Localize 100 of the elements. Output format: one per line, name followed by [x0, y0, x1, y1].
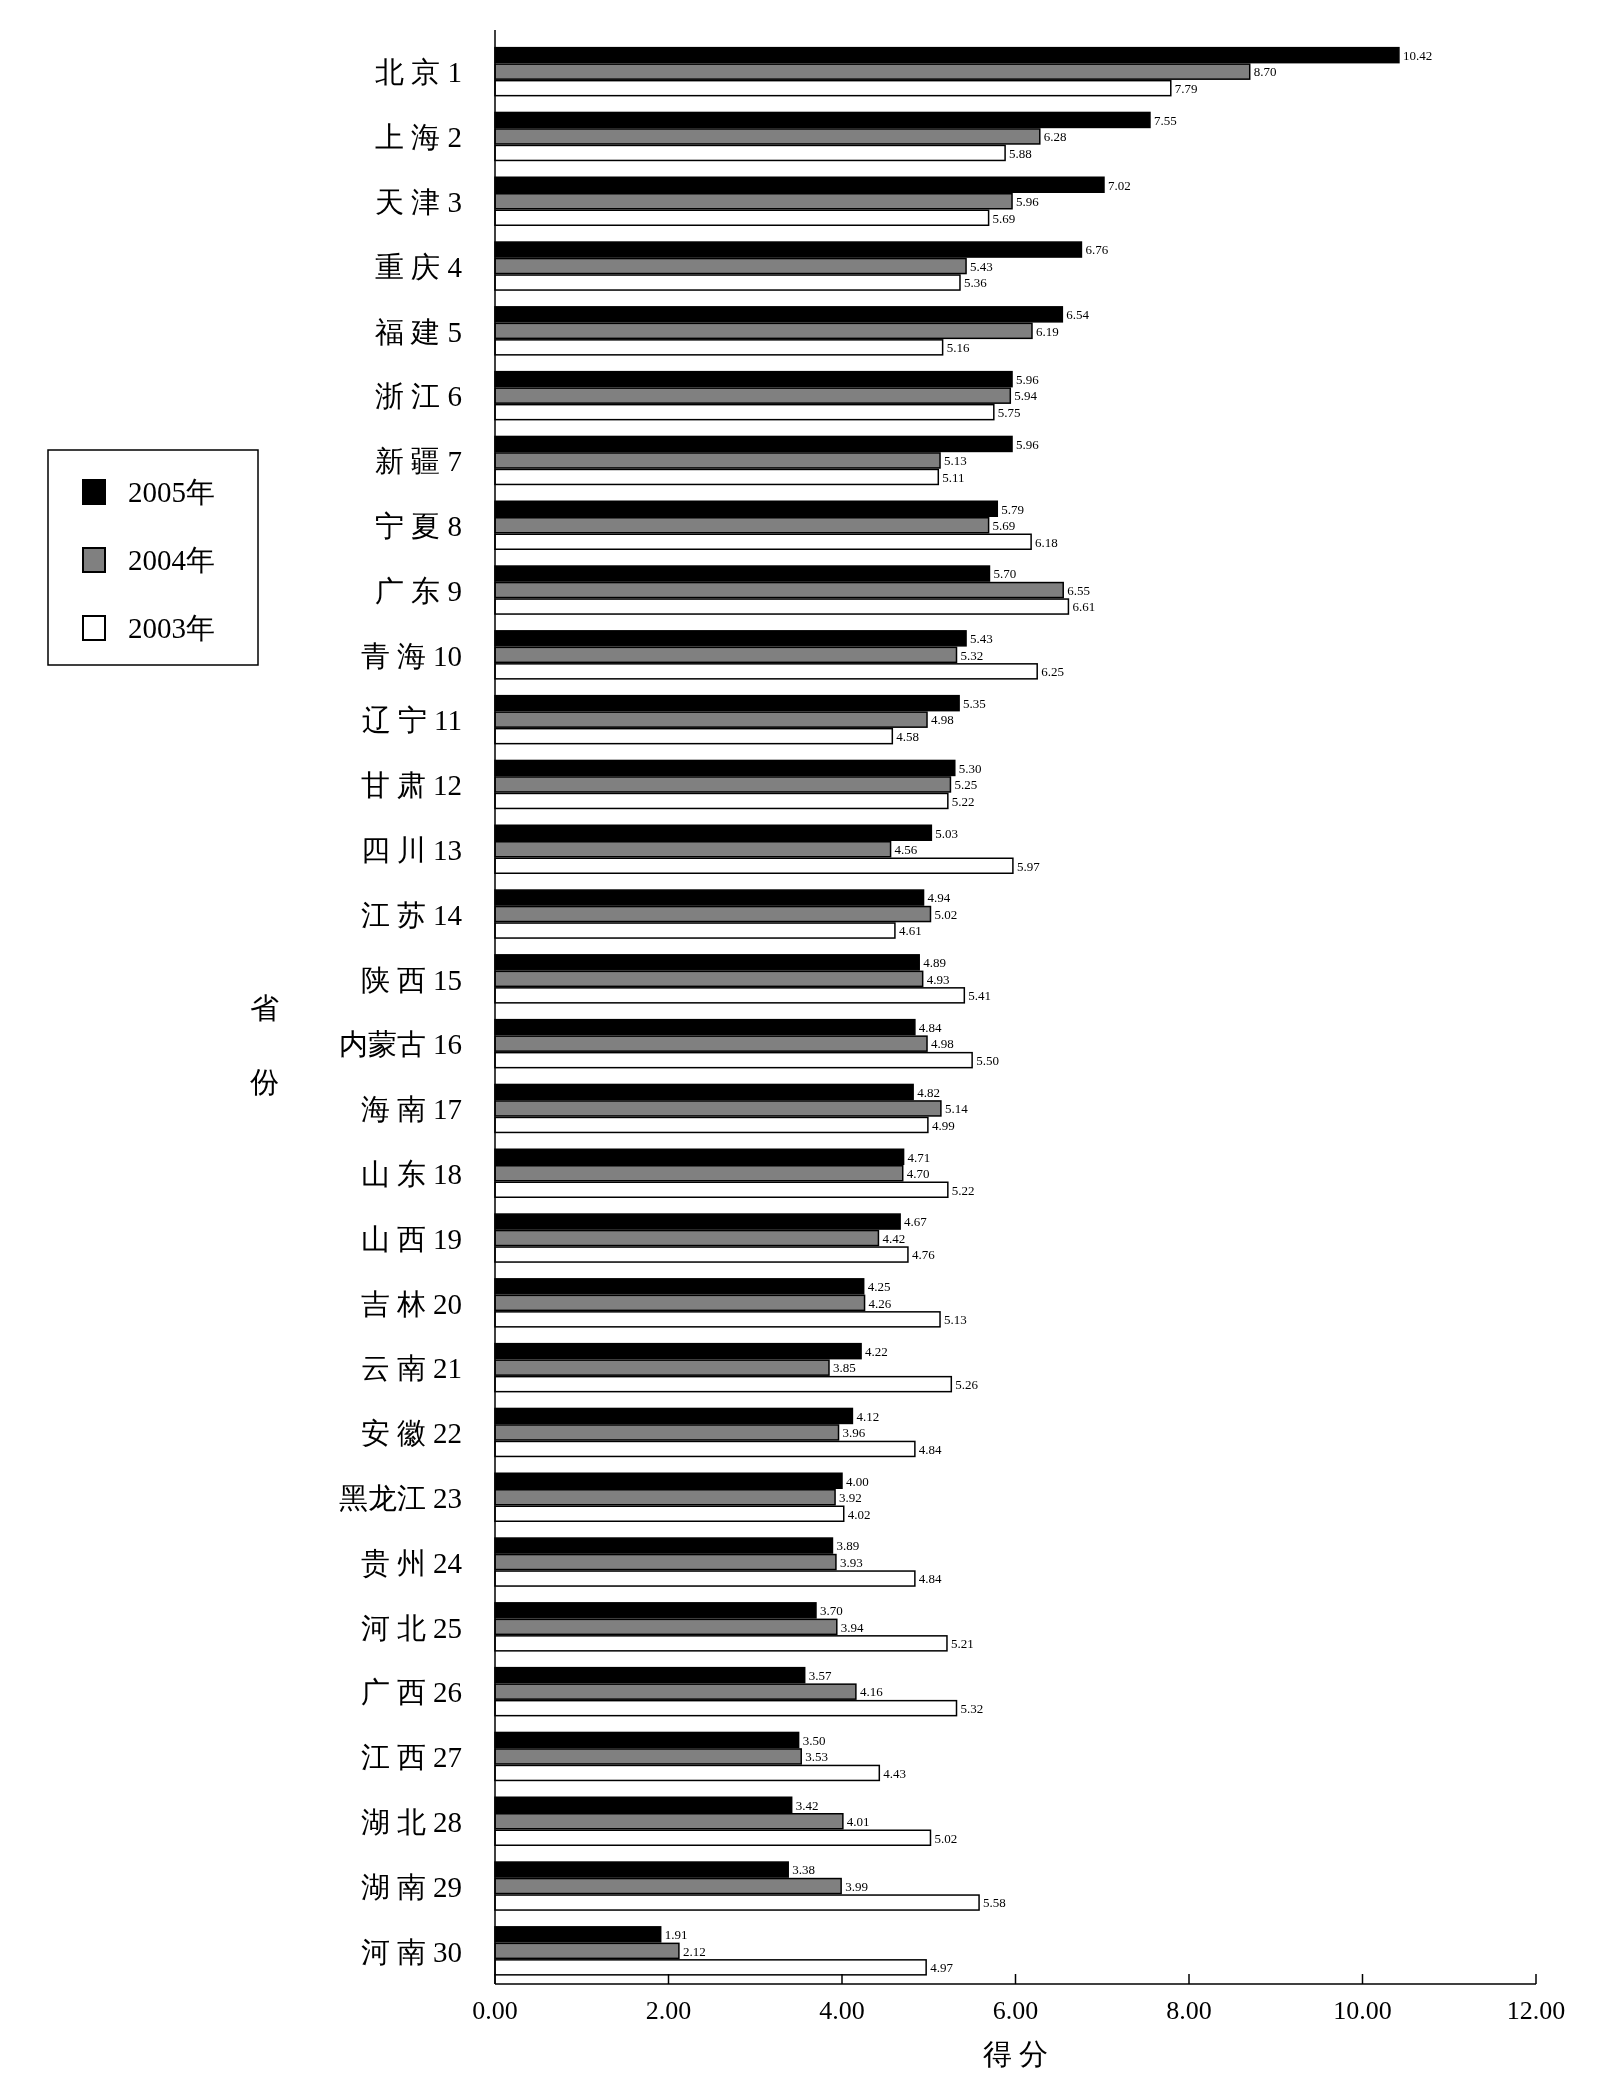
- data-label: 6.61: [1072, 599, 1096, 615]
- legend-label: 2003年: [128, 612, 215, 644]
- data-label: 3.38: [792, 1862, 815, 1878]
- data-label: 5.43: [970, 631, 993, 647]
- data-label: 6.55: [1067, 582, 1090, 598]
- data-label: 5.96: [1016, 371, 1040, 387]
- y-tick-label: 吉 林 20: [360, 1287, 462, 1320]
- data-label: 4.00: [846, 1473, 869, 1489]
- data-label: 5.02: [934, 1830, 958, 1846]
- data-label: 3.57: [808, 1667, 832, 1683]
- data-label: 3.99: [845, 1878, 868, 1894]
- y-tick-label: 江 西 27: [360, 1741, 462, 1774]
- data-label: 5.50: [976, 1052, 999, 1068]
- data-label: 5.32: [960, 647, 984, 663]
- data-label: 5.96: [1016, 436, 1040, 452]
- data-label: 3.85: [832, 1360, 856, 1376]
- data-label: 3.70: [819, 1603, 843, 1619]
- y-tick-label: 重 庆 4: [375, 250, 463, 283]
- data-label: 1.91: [664, 1927, 688, 1943]
- x-tick-label: 10.00: [1333, 1996, 1392, 2025]
- data-label: 3.42: [795, 1797, 819, 1813]
- legend-label: 2005年: [128, 476, 215, 508]
- data-label: 4.97: [930, 1960, 954, 1976]
- data-label: 4.42: [882, 1230, 906, 1246]
- data-label: 5.36: [963, 275, 988, 291]
- x-tick-label: 6.00: [992, 1996, 1039, 2025]
- data-label: 5.70: [993, 566, 1017, 582]
- data-label: 6.19: [1035, 323, 1059, 339]
- y-tick-label: 广 西 26: [360, 1676, 462, 1709]
- data-label: 5.58: [983, 1895, 1006, 1911]
- data-label: 5.32: [960, 1700, 984, 1716]
- y-tick-label: 河 北 25: [360, 1611, 462, 1644]
- x-tick-label: 4.00: [819, 1996, 865, 2025]
- data-label: 5.14: [944, 1101, 969, 1117]
- x-tick-label: 12.00: [1506, 1996, 1566, 2025]
- y-tick-label: 云 南 21: [360, 1352, 462, 1385]
- data-label: 5.21: [950, 1636, 974, 1652]
- data-label: 4.98: [931, 712, 954, 728]
- data-label: 5.02: [934, 906, 958, 922]
- data-label: 5.79: [1001, 501, 1025, 517]
- y-tick-label: 湖 南 29: [360, 1870, 462, 1903]
- data-label: 5.35: [963, 695, 986, 711]
- data-label: 8.70: [1253, 64, 1277, 80]
- data-label: 4.67: [904, 1214, 928, 1230]
- y-tick-label: 江 苏 14: [360, 898, 463, 931]
- data-label: 3.53: [805, 1749, 828, 1765]
- data-label: 4.56: [894, 842, 918, 857]
- y-tick-label: 四 川 13: [360, 834, 462, 866]
- data-label: 7.55: [1153, 112, 1177, 128]
- data-label: 4.84: [918, 1441, 943, 1457]
- data-label: 5.26: [955, 1376, 979, 1392]
- y-tick-label: 福 建 5: [375, 315, 462, 348]
- y-tick-label: 河 南 30: [360, 1935, 462, 1968]
- data-label: 4.82: [917, 1084, 940, 1100]
- data-label: 5.96: [1016, 194, 1040, 209]
- data-label: 4.16: [859, 1684, 884, 1700]
- data-label: 4.58: [896, 728, 920, 744]
- data-label: 10.42: [1402, 47, 1433, 63]
- data-label: 5.69: [992, 210, 1016, 226]
- x-tick-label: 2.00: [645, 1996, 692, 2025]
- y-tick-label: 新 疆 7: [375, 445, 462, 478]
- data-label: 4.84: [918, 1571, 943, 1587]
- data-label: 3.89: [836, 1538, 860, 1554]
- y-tick-label: 青 海 10: [360, 639, 462, 672]
- data-label: 2.12: [682, 1943, 706, 1959]
- data-label: 5.30: [958, 760, 982, 776]
- data-label: 7.79: [1174, 80, 1198, 96]
- data-label: 5.97: [1016, 858, 1041, 874]
- data-label: 4.89: [923, 955, 946, 971]
- data-label: 4.22: [865, 1343, 888, 1359]
- data-label: 3.92: [839, 1490, 862, 1505]
- data-label: 4.61: [898, 923, 922, 939]
- data-label: 3.96: [842, 1425, 866, 1441]
- y-tick-label: 安 徽 22: [360, 1417, 462, 1450]
- x-tick-label: 8.00: [1166, 1996, 1212, 2025]
- y-tick-label: 甘 肃 12: [360, 769, 462, 802]
- data-label: 6.76: [1085, 242, 1109, 258]
- data-label: 4.43: [883, 1765, 907, 1781]
- y-tick-label: 上 海 2: [375, 121, 462, 154]
- data-label: 6.28: [1043, 129, 1067, 145]
- data-label: 6.25: [1041, 664, 1064, 680]
- y-tick-label: 山 西 19: [360, 1222, 462, 1255]
- data-label: 4.71: [907, 1149, 931, 1165]
- data-label: 4.25: [867, 1279, 891, 1295]
- data-label: 4.02: [847, 1506, 871, 1522]
- data-label: 4.26: [868, 1295, 892, 1311]
- data-label: 5.41: [968, 988, 992, 1004]
- data-label: 3.93: [839, 1554, 863, 1570]
- data-label: 5.03: [935, 825, 959, 841]
- y-tick-label: 湖 北 28: [360, 1806, 462, 1838]
- y-tick-label: 广 东 9: [375, 574, 462, 607]
- data-label: 5.88: [1009, 145, 1032, 161]
- y-tick-label: 内蒙古 16: [338, 1028, 462, 1061]
- data-label: 4.12: [856, 1408, 880, 1424]
- data-label: 3.50: [802, 1732, 826, 1748]
- y-tick-label: 宁 夏 8: [375, 510, 462, 542]
- data-label: 4.99: [931, 1117, 955, 1133]
- data-label: 5.75: [997, 404, 1021, 420]
- y-tick-label: 山 东 18: [360, 1158, 462, 1190]
- y-axis-title: 省份: [249, 970, 281, 1122]
